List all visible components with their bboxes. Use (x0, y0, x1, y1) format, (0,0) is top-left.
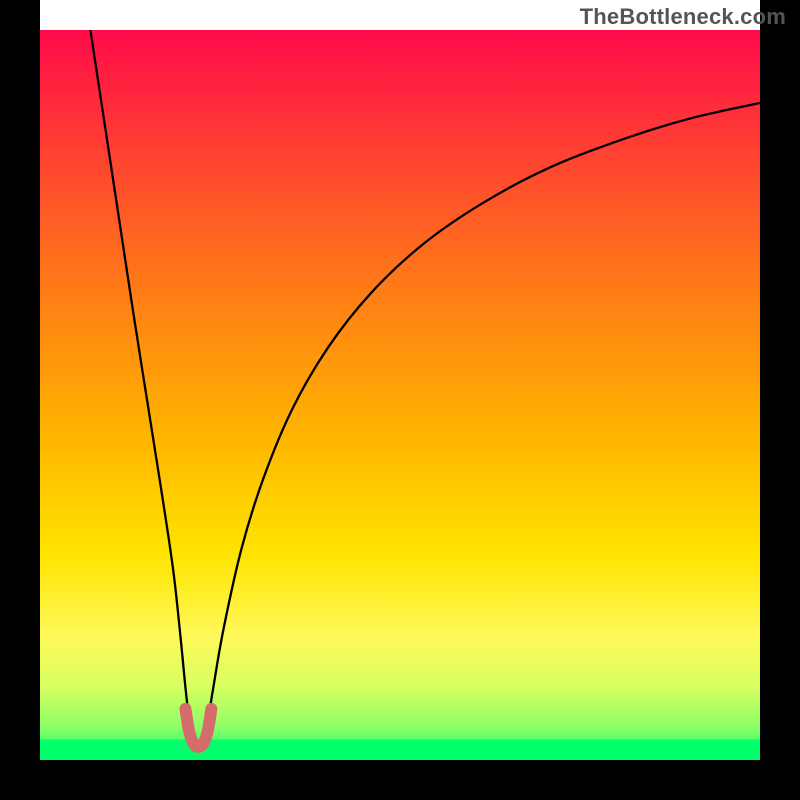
watermark-text: TheBottleneck.com (580, 4, 786, 30)
plot-svg (0, 0, 800, 800)
chart-frame: TheBottleneck.com (0, 0, 800, 800)
